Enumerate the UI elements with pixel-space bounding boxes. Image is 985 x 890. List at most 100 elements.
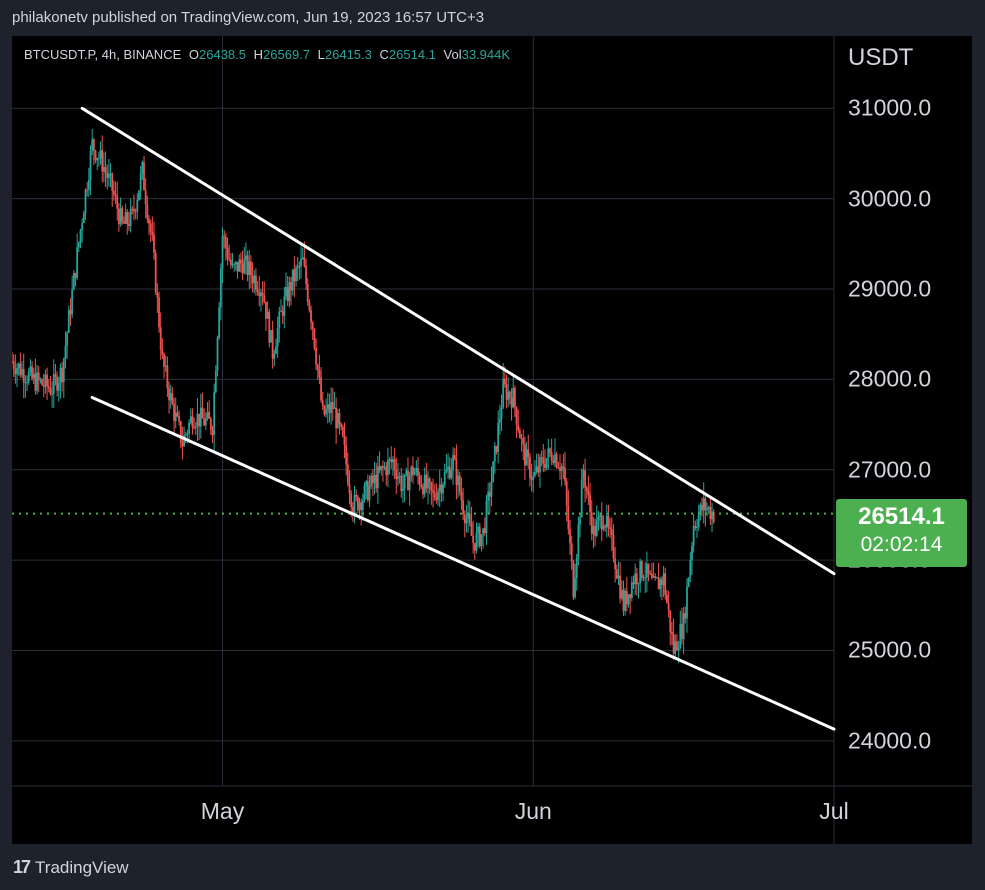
candle-body [395, 470, 398, 480]
candle-body [144, 190, 147, 205]
candle-body [398, 475, 401, 477]
candle-body [89, 150, 92, 181]
candle-body [114, 194, 117, 196]
candle-body [52, 374, 55, 394]
candle-body [580, 479, 583, 518]
candle-body [438, 484, 441, 492]
candle-body [380, 466, 383, 471]
x-tick-label: Jul [819, 798, 849, 824]
candle-body [151, 231, 154, 235]
candle-body [508, 391, 511, 398]
candle-body [301, 257, 304, 260]
publisher-line: philakonetv published on TradingView.com… [12, 9, 485, 26]
candle-body [462, 500, 464, 515]
candle-body [597, 516, 600, 521]
last-price-value: 26514.1 [858, 503, 945, 530]
candle-body [138, 190, 140, 200]
candle-body [22, 368, 25, 383]
candle-body [390, 459, 393, 463]
candle-body [37, 372, 40, 380]
candle-body [706, 508, 708, 511]
candle-body [229, 259, 232, 265]
y-tick-label: 28000.0 [848, 365, 932, 392]
candle-body [245, 255, 247, 260]
candle-body [87, 180, 90, 190]
candle-body [423, 474, 426, 495]
candle-body [408, 476, 411, 491]
candle-body [448, 466, 451, 478]
candle-body [639, 561, 642, 584]
candle-body [463, 514, 466, 524]
candle-body [239, 259, 242, 264]
candle-body [373, 474, 376, 484]
candle-body [385, 466, 388, 476]
candle-body [540, 457, 543, 459]
candle-body [560, 466, 563, 472]
candle-body [293, 269, 296, 282]
candle-body [131, 208, 134, 210]
candle-body [341, 426, 344, 436]
chart-svg[interactable] [12, 36, 972, 844]
candle-body [12, 361, 13, 363]
price-axis-unit: USDT [848, 44, 914, 71]
chart-frame[interactable]: BTCUSDT.P, 4h, BINANCE O26438.5 H26569.7… [12, 36, 972, 844]
candle-body [76, 247, 79, 278]
candle-body [228, 258, 231, 260]
candle-body [356, 496, 359, 511]
candle-body [67, 309, 70, 333]
candle-body [595, 520, 598, 536]
candle-body [388, 459, 391, 461]
candle-body [437, 491, 439, 501]
candle-body [358, 502, 361, 511]
candle-body [92, 139, 95, 151]
candle-body [193, 427, 196, 429]
legend-high-label: H [253, 47, 264, 62]
candle-body [281, 310, 284, 316]
candle-body [253, 275, 256, 284]
candle-body [544, 463, 546, 468]
candle-body [79, 229, 82, 243]
candle-body [604, 525, 607, 528]
candle-body [510, 397, 513, 408]
candle-body [397, 476, 399, 480]
candle-body [27, 372, 30, 383]
candle-body [261, 292, 264, 296]
candle-body [335, 407, 338, 429]
candle-body [42, 385, 45, 387]
candle-body [473, 542, 476, 551]
candle-body [276, 328, 279, 347]
candle-body [557, 466, 560, 468]
candle-body [517, 424, 520, 431]
candle-body [420, 485, 423, 487]
candle-body [116, 195, 119, 210]
candle-body [221, 235, 224, 269]
candle-body [164, 365, 167, 367]
candle-body [153, 234, 155, 253]
candle-body [265, 301, 267, 319]
candle-body [118, 209, 120, 225]
candle-body [524, 444, 526, 466]
candle-body [387, 460, 389, 476]
candle-body [318, 370, 321, 378]
candle-body [567, 505, 570, 530]
candle-body [442, 484, 444, 494]
candle-body [316, 364, 319, 371]
y-tick-label: 25000.0 [848, 636, 932, 663]
candle-body [686, 586, 688, 619]
tradingview-brand[interactable]: 17 TradingView [13, 857, 129, 878]
candle-body [224, 236, 227, 248]
channel-trendline [90, 395, 836, 731]
candle-body [29, 366, 32, 373]
candle-body [661, 579, 663, 586]
candle-body [236, 261, 239, 272]
candle-body [620, 589, 623, 599]
candle-body [664, 573, 667, 595]
channel-trendline [80, 106, 836, 576]
candle-body [361, 500, 364, 511]
candle-body [649, 573, 652, 575]
candle-body [470, 522, 473, 536]
candle-body [171, 393, 174, 404]
candle-body [21, 368, 23, 376]
candle-body [370, 475, 373, 486]
candle-body [168, 387, 170, 401]
